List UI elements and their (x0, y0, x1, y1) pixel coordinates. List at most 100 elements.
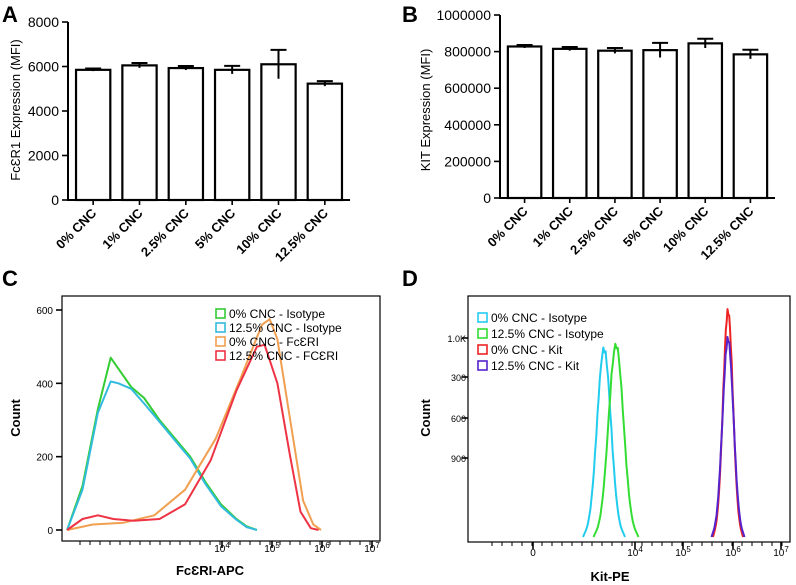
series-line-2 (66, 318, 322, 531)
panel-label-c: C (2, 266, 18, 291)
bar-1 (551, 47, 588, 200)
y-tick-label-2: 4000 (28, 103, 59, 119)
y-tick-label-0: 0 (483, 190, 491, 206)
legend-label-1: 12.5% CNC - Isotype (229, 321, 342, 335)
y-tick-label-3: 1.0K (447, 334, 466, 344)
x-tick-label-3: 5% CNC (620, 203, 667, 250)
y-tick-label-1: 600 (451, 414, 466, 424)
y-tick-label-5: 1000000 (436, 7, 491, 23)
legend-label-3: 12.5% CNC - Kit (491, 359, 580, 373)
x-tick-label-3: 106 (725, 545, 741, 559)
y-tick-label-0: 0 (51, 192, 59, 208)
y-axis-label-a: FcƐR1 Expression (MFI) (8, 39, 23, 180)
error-bar-5 (316, 80, 333, 87)
series-line-0 (66, 356, 258, 531)
y-tick-label-1: 2000 (28, 148, 59, 164)
x-tick-label-0: 0 (530, 548, 536, 559)
series-line-3 (710, 336, 746, 538)
x-tick-label-2: 105 (675, 545, 691, 559)
legend-swatch-1 (215, 322, 226, 333)
error-bar-0 (85, 67, 102, 72)
panel-b: B KIT Expression (MFI) 0 200000 400000 6000… (402, 2, 775, 263)
legend-label-2: 0% CNC - FcƐRI (229, 335, 319, 349)
x-tick-label-2: 106 (314, 541, 330, 555)
x-tick-label-4: 107 (773, 545, 789, 559)
y-tick-label-3: 600 (36, 306, 53, 317)
legend-label-0: 0% CNC - Isotype (229, 307, 325, 321)
y-tick-label-2: 400 (36, 379, 53, 390)
error-bar-3 (652, 41, 669, 58)
x-tick-label-2: 2.5% CNC (138, 205, 192, 259)
y-tick-label-0: 0 (47, 526, 53, 537)
x-tick-label-0: 104 (214, 541, 230, 555)
legend-label-0: 0% CNC - Isotype (491, 311, 587, 325)
bar-2 (597, 49, 633, 200)
bar-5 (732, 53, 769, 200)
x-axis-label-c: FcƐRI-APC (176, 563, 245, 578)
plot-frame-c (61, 295, 381, 542)
y-tick-label-3: 6000 (28, 59, 59, 75)
legend-swatch-1 (477, 328, 488, 339)
error-bar-4 (697, 37, 714, 48)
panel-a: A FcƐR1 Expression (MFI) 0 2000 4000 6000 80… (2, 2, 350, 265)
legend-swatch-2 (215, 336, 226, 347)
y-tick-label-4: 800000 (444, 44, 491, 60)
y-tick-label-1: 200000 (444, 153, 491, 169)
y-axis-label-c: Count (8, 399, 23, 437)
legend-swatch-2 (477, 344, 488, 355)
x-tick-label-0: 0% CNC (53, 205, 100, 252)
legend-label-1: 12.5% CNC - Isotype (491, 327, 604, 341)
error-bar-1 (561, 46, 578, 51)
panel-label-d: D (402, 266, 418, 291)
series-line-3 (66, 343, 319, 531)
legend-swatch-3 (215, 350, 226, 361)
error-bar-2 (177, 65, 194, 71)
axes-a (67, 22, 350, 201)
panel-label-b: B (402, 2, 418, 27)
error-bar-1 (131, 61, 148, 68)
bar-2 (167, 66, 205, 202)
bar-3 (642, 49, 678, 200)
legend-swatch-0 (477, 312, 488, 323)
axes-b (499, 15, 775, 199)
panel-label-a: A (2, 2, 18, 27)
bar-4 (687, 42, 724, 200)
series-line-0 (582, 346, 626, 538)
bar-1 (121, 64, 158, 202)
x-tick-label-1: 105 (264, 541, 280, 555)
bar-3 (213, 68, 251, 202)
legend-swatch-0 (215, 308, 226, 319)
y-axis-label-d: Count (418, 399, 433, 437)
legend-label-2: 0% CNC - Kit (491, 343, 563, 357)
y-tick-label-3: 600000 (444, 80, 491, 96)
y-tick-label-0: 300 (451, 373, 466, 383)
bar-0 (74, 68, 112, 202)
error-bar-3 (224, 64, 241, 74)
bar-0 (506, 45, 543, 200)
x-tick-label-1: 104 (627, 545, 643, 559)
series-line-1 (66, 380, 258, 531)
x-tick-label-2: 2.5% CNC (567, 203, 621, 257)
series-line-1 (592, 342, 640, 538)
x-tick-label-3: 107 (364, 541, 380, 555)
legend-label-3: 12.5% CNC - FCƐRI (229, 349, 338, 363)
y-tick-label-1: 200 (36, 453, 53, 464)
y-tick-label-2: 900 (451, 454, 466, 464)
panel-d: D Count Kit-PE 300 600 900 1.0K 0 104 105 106 1… (402, 266, 791, 584)
bar-4 (260, 63, 297, 202)
x-axis-label-d: Kit-PE (591, 569, 630, 584)
x-tick-label-1: 1% CNC (99, 205, 146, 252)
x-tick-label-0: 0% CNC (484, 203, 531, 250)
x-tick-label-1: 1% CNC (530, 203, 577, 250)
error-bar-2 (606, 46, 623, 54)
y-tick-label-2: 400000 (444, 117, 491, 133)
error-bar-5 (742, 48, 759, 59)
bar-5 (306, 82, 344, 202)
plot-frame-d (467, 295, 791, 543)
y-tick-label-4: 8000 (28, 14, 59, 30)
x-tick-label-3: 5% CNC (192, 205, 239, 252)
error-bar-0 (516, 44, 533, 48)
legend-swatch-3 (477, 360, 488, 371)
error-bar-4 (270, 48, 287, 79)
